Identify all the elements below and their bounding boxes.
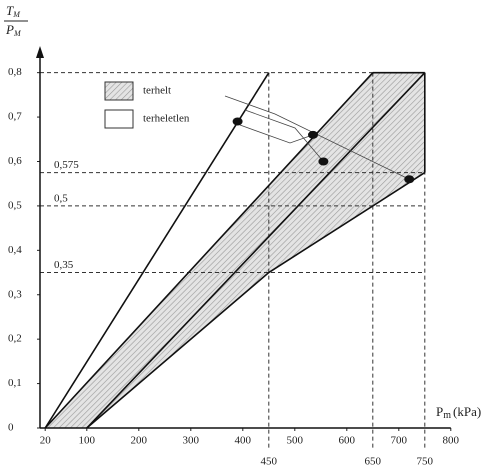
x-axis-label: Pm (kPa) <box>436 404 481 421</box>
y-tick-label: 0,4 <box>8 244 22 256</box>
x-tick-label: 20 <box>40 435 52 447</box>
y-label-denominator: PM <box>5 22 22 38</box>
line <box>44 72 374 429</box>
legend-label: terhelt <box>143 85 171 97</box>
x-label-unit: (kPa) <box>453 404 481 419</box>
x-ref-label: 750 <box>417 456 434 468</box>
leader-line <box>224 95 410 180</box>
y-label-num-sub: M <box>12 10 21 19</box>
x-tick-label: 200 <box>131 435 148 447</box>
x-tick-label: 600 <box>339 435 356 447</box>
point <box>318 157 329 166</box>
x-tick-label: 500 <box>287 435 304 447</box>
legend-label: terheletlen <box>143 113 190 125</box>
y-tick-label: 0,8 <box>8 66 22 78</box>
y-tick-label: 0 <box>8 422 14 434</box>
y-ref-label: 0,5 <box>54 192 68 204</box>
point <box>232 117 243 126</box>
x-tick-label: 700 <box>391 435 408 447</box>
x-tick-label: 800 <box>443 435 460 447</box>
line <box>86 72 426 429</box>
x-ref-label: 650 <box>365 456 382 468</box>
y-label-numerator: TM <box>6 3 21 19</box>
x-ref-label: 450 <box>261 456 278 468</box>
x-tick-label: 100 <box>79 435 96 447</box>
line <box>86 171 426 429</box>
y-label-den: P <box>5 22 14 37</box>
leader-line <box>239 124 314 144</box>
y-tick-label: 0,1 <box>8 377 22 389</box>
x-label-sub: m <box>443 410 451 421</box>
legend-swatch <box>104 109 134 129</box>
y-axis-arrow <box>36 46 44 58</box>
y-tick-label: 0,5 <box>8 199 22 211</box>
y-tick-label: 0,3 <box>8 288 22 300</box>
y-tick-label: 0,6 <box>8 155 22 167</box>
point <box>404 175 415 184</box>
line <box>44 72 270 429</box>
legend-swatch <box>104 81 134 101</box>
x-tick-label: 300 <box>183 435 200 447</box>
point <box>308 130 318 139</box>
leader-line <box>244 109 324 162</box>
y-axis-label: TM PM <box>4 3 28 38</box>
y-label-den-sub: M <box>13 29 22 38</box>
x-tick-label: 400 <box>235 435 252 447</box>
y-ref-label: 0,575 <box>54 159 79 171</box>
y-ref-label: 0,35 <box>54 259 74 271</box>
y-label-num: T <box>6 3 14 18</box>
loaded-region <box>45 72 425 429</box>
y-tick-label: 0,7 <box>8 111 22 123</box>
y-tick-label: 0,2 <box>8 333 22 345</box>
x-label: P <box>436 404 443 419</box>
